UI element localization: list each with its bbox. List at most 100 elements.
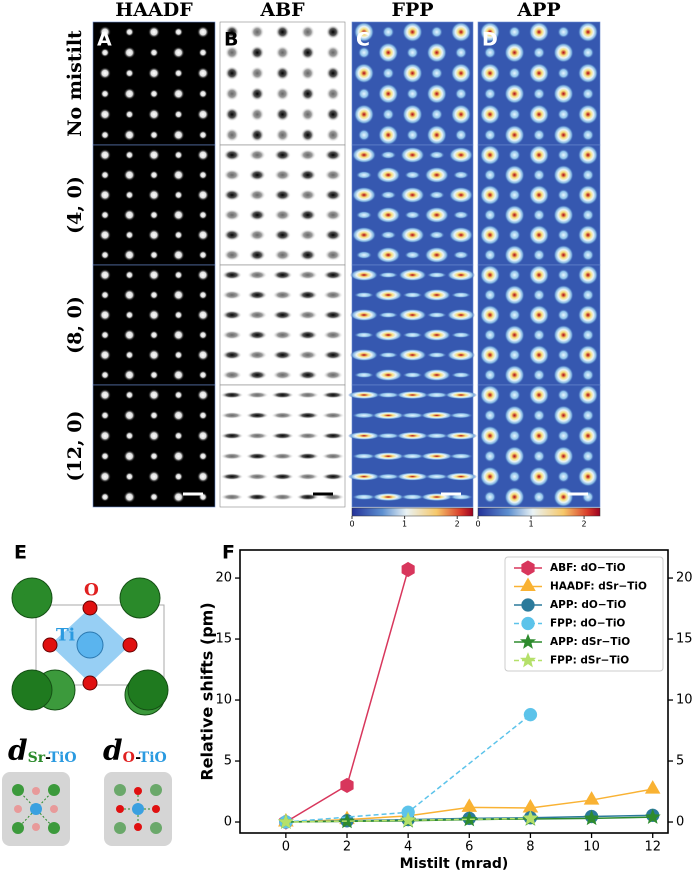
atom-column bbox=[149, 170, 159, 180]
o-atom bbox=[152, 805, 160, 813]
atom-column bbox=[582, 249, 594, 261]
atom-column bbox=[447, 309, 475, 321]
atom-column bbox=[453, 211, 469, 219]
atom-column bbox=[123, 209, 136, 221]
atom-column bbox=[424, 392, 449, 398]
atom-column bbox=[296, 473, 320, 480]
atom-column bbox=[250, 66, 265, 81]
column-header: FPP bbox=[391, 0, 433, 21]
atom-column bbox=[354, 372, 374, 378]
atom-column bbox=[529, 466, 549, 487]
atom-column bbox=[376, 473, 401, 480]
atom-column bbox=[484, 289, 496, 301]
atom-column bbox=[148, 389, 160, 401]
atom-column bbox=[451, 63, 471, 84]
atom-column bbox=[174, 390, 183, 400]
atom-column bbox=[149, 48, 159, 58]
atom-column bbox=[148, 149, 160, 161]
atom-column bbox=[297, 310, 318, 320]
row-label: No mistilt bbox=[64, 30, 86, 137]
atom-column bbox=[447, 349, 475, 361]
atom-column bbox=[149, 492, 159, 502]
marker bbox=[521, 598, 535, 612]
atom-column bbox=[174, 350, 183, 360]
atom-column bbox=[299, 169, 317, 181]
atom-column bbox=[424, 247, 449, 263]
micrograph bbox=[219, 384, 346, 508]
atom-column bbox=[222, 330, 242, 340]
y-axis-label: Relative shifts (pm) bbox=[198, 602, 217, 780]
atom-column bbox=[445, 391, 477, 399]
atom-column bbox=[100, 210, 110, 220]
atom-column bbox=[123, 450, 136, 463]
atom-column bbox=[348, 391, 380, 399]
atom-column bbox=[529, 104, 549, 125]
atom-column bbox=[553, 487, 574, 507]
atom-column bbox=[297, 350, 318, 360]
atom-column bbox=[326, 45, 340, 60]
atom-column bbox=[449, 227, 473, 243]
atom-column bbox=[148, 269, 160, 281]
atom-column bbox=[99, 26, 111, 38]
atom-column bbox=[172, 409, 185, 422]
atom-column bbox=[172, 491, 185, 503]
atom-column bbox=[582, 329, 594, 341]
micrograph bbox=[477, 21, 601, 146]
atom-column bbox=[430, 108, 443, 121]
panel-label: F bbox=[222, 542, 235, 564]
atom-column bbox=[508, 389, 521, 401]
atom-column bbox=[248, 209, 266, 221]
atom-column bbox=[582, 87, 594, 100]
micrograph-bg bbox=[92, 144, 216, 266]
atom-column bbox=[484, 46, 496, 59]
atom-column bbox=[296, 432, 320, 440]
o-atom bbox=[42, 637, 58, 653]
atom-column bbox=[174, 472, 183, 482]
atom-column bbox=[582, 369, 594, 381]
atom-column bbox=[449, 187, 473, 203]
atom-column bbox=[220, 412, 244, 419]
atom-column bbox=[529, 305, 549, 325]
atom-column bbox=[197, 269, 209, 281]
atom-column bbox=[428, 231, 445, 239]
x-tick-label: 10 bbox=[583, 840, 600, 855]
atom-column bbox=[223, 149, 241, 161]
atom-column bbox=[198, 89, 208, 99]
atom-column bbox=[404, 211, 421, 219]
atom-column bbox=[197, 149, 209, 161]
atom-column bbox=[148, 309, 160, 321]
atom-column bbox=[557, 26, 570, 38]
sr-atom bbox=[11, 669, 53, 711]
atom-column bbox=[198, 170, 208, 180]
marker bbox=[520, 577, 536, 591]
atom-column bbox=[533, 450, 545, 463]
micrograph bbox=[477, 264, 601, 386]
atom-column bbox=[220, 391, 244, 399]
atom-column bbox=[271, 493, 294, 501]
atom-column bbox=[578, 345, 598, 365]
atom-column bbox=[449, 412, 473, 419]
atom-column bbox=[578, 425, 598, 446]
atom-column bbox=[504, 285, 525, 305]
atom-column bbox=[300, 25, 315, 39]
atom-column bbox=[123, 369, 136, 381]
atom-column bbox=[324, 209, 342, 221]
x-tick-label: 6 bbox=[465, 840, 473, 855]
atom-column bbox=[504, 42, 525, 63]
atom-column bbox=[225, 45, 239, 60]
atom-column bbox=[455, 129, 467, 141]
atom-column bbox=[578, 185, 598, 205]
atom-column bbox=[326, 66, 340, 81]
micrograph bbox=[348, 384, 477, 508]
atom-column bbox=[125, 27, 134, 37]
atom-column bbox=[321, 473, 345, 480]
atom-column bbox=[197, 349, 209, 361]
atom-column bbox=[553, 405, 574, 426]
atom-column bbox=[378, 272, 399, 278]
micrograph-bg bbox=[219, 264, 346, 386]
atom-column bbox=[99, 470, 111, 483]
atom-column bbox=[352, 453, 376, 460]
atom-column bbox=[582, 289, 594, 301]
marker bbox=[644, 808, 661, 824]
series bbox=[277, 810, 539, 829]
